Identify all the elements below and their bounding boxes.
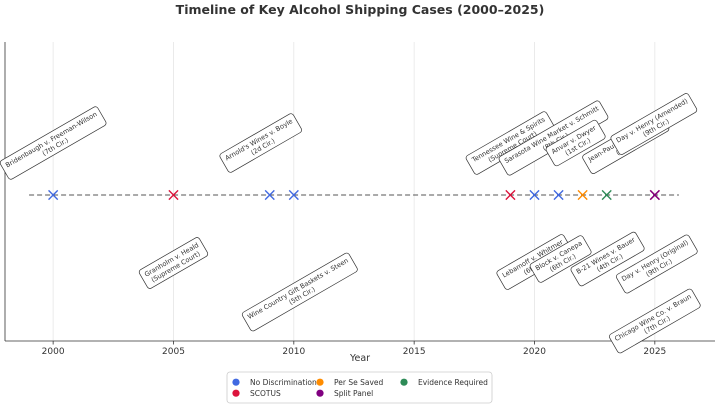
legend-entry: No Discrimination [232,378,317,387]
marker-stroke [288,189,299,201]
legend-swatch [232,378,240,386]
legend-frame [226,371,493,404]
case-annotation: Arnold's Wines v. Boyle(2d Cir.) [219,113,302,173]
annotation-text: Bridenbaugh v. Freeman-Wilson [4,110,98,169]
annotation-box [0,106,107,180]
legend-entry: Split Panel [316,389,373,398]
case-annotation: Day v. Henry (Amended)(9th Cir.) [610,93,698,155]
case-annotations: Bridenbaugh v. Freeman-Wilson(7th Cir.)G… [0,93,701,354]
marker-stroke [48,189,59,201]
legend-swatch [316,389,324,397]
annotation-box [610,93,698,155]
case-marker [288,189,299,201]
x-axis-label: Year [349,353,370,364]
marker-stroke [529,189,540,201]
annotation-box [616,234,698,294]
gridlines [52,42,656,341]
annotation-text: Wine Country Gift Baskets v. Steen [246,257,350,321]
case-marker [649,189,660,201]
case-marker [48,189,59,201]
legend-swatch [232,389,240,397]
marker-stroke [264,189,275,201]
case-marker [505,189,516,201]
case-marker [553,189,564,201]
x-ticks: 2000 2005 2010 2015 2020 2025 [42,341,666,357]
case-markers [48,189,660,201]
case-marker [264,189,275,201]
legend-swatch [316,378,324,386]
x-tick-label: 2020 [523,347,546,357]
marker-stroke [577,189,588,201]
marker-stroke [553,189,564,201]
case-marker [601,189,612,201]
x-tick-label: 2005 [162,347,185,357]
legend-entry: Per Se Saved [316,378,384,387]
legend-label: Split Panel [334,389,373,398]
legend-label: Evidence Required [418,378,488,387]
legend-label: Per Se Saved [334,378,384,387]
chart-title: Timeline of Key Alcohol Shipping Cases (… [176,2,545,17]
legend-swatch [400,378,408,386]
annotation-box [241,252,358,332]
x-tick-label: 2010 [282,347,305,357]
legend-label: SCOTUS [250,389,281,398]
case-annotation: Wine Country Gift Baskets v. Steen(5th C… [241,252,358,332]
legend-entry: Evidence Required [400,378,488,387]
case-annotation: Bridenbaugh v. Freeman-Wilson(7th Cir.) [0,106,107,180]
marker-stroke [601,189,612,201]
annotation-box [609,288,701,354]
legend: No Discrimination Per Se Saved Evidence Re… [226,371,493,404]
annotation-box [219,113,302,173]
x-tick-label: 2015 [403,347,426,357]
annotation-box [545,119,606,167]
legend-label: No Discrimination [250,378,317,387]
legend-entry: SCOTUS [232,389,281,398]
annotation-box [138,237,209,289]
case-marker [529,189,540,201]
marker-stroke [505,189,516,201]
case-marker [577,189,588,201]
annotation-box [529,235,592,283]
annotation-box [570,231,645,287]
marker-stroke [168,189,179,201]
x-tick-label: 2000 [42,347,65,357]
x-tick-label: 2025 [643,347,666,357]
marker-stroke [649,189,660,201]
case-marker [168,189,179,201]
